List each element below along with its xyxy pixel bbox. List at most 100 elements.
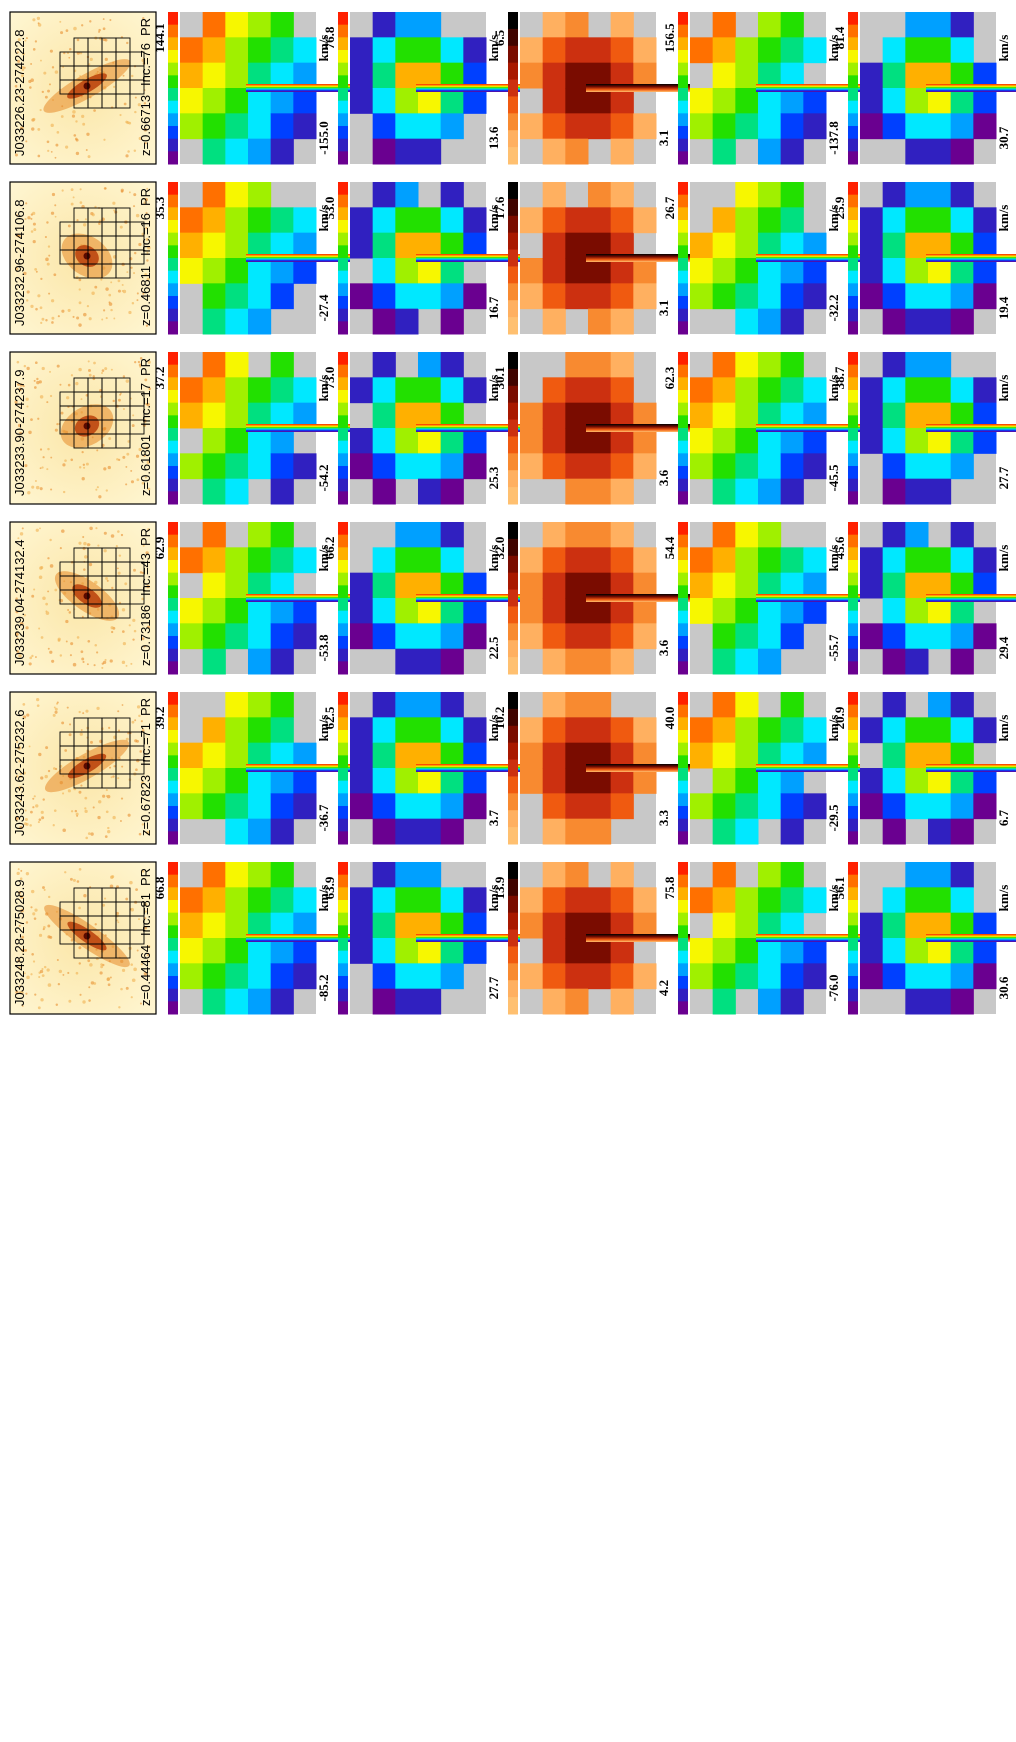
velocity-map-pixel xyxy=(225,37,249,64)
colorbar-segment xyxy=(508,997,518,1015)
velocity-map-pixel xyxy=(248,717,272,744)
dispersion-map-pixel xyxy=(928,283,952,310)
galaxy-row: J033226.23-274222.8 z=0.66713 Inc.=76 PR 144… xyxy=(9,11,1016,165)
dispersion-map-pixel xyxy=(395,138,419,165)
dispersion-map-pixel xyxy=(860,377,884,404)
dispersion-map-pixel xyxy=(950,308,974,335)
colorbar-segment xyxy=(678,976,688,990)
colorbar-max-label: 30.1 xyxy=(492,367,507,390)
colorbar-min-label: -36.7 xyxy=(316,804,331,832)
velocity-map-pixel xyxy=(180,113,204,140)
dispersion-map-pixel xyxy=(928,258,952,284)
colorbar-segment xyxy=(848,390,858,404)
flux-map-pixel xyxy=(565,522,589,548)
colorbar-segment xyxy=(848,623,858,637)
velocity-map-pixel xyxy=(758,113,782,140)
velocity-map-pixel xyxy=(270,742,294,769)
velocity-map-pixel xyxy=(803,377,827,404)
colorbar-segment xyxy=(678,453,688,467)
colorbar-segment xyxy=(848,572,858,586)
flux-map-pixel xyxy=(542,742,566,769)
velocity-map-pixel xyxy=(780,138,804,165)
colorbar-segment xyxy=(508,793,518,811)
colorbar-segment xyxy=(168,440,178,454)
colorbar-segment xyxy=(508,215,518,234)
velocity-map-pixel xyxy=(735,648,759,675)
flux-map-pixel xyxy=(542,522,566,548)
colorbar-segment xyxy=(338,742,348,756)
velocity-map-pixel xyxy=(202,62,226,89)
dispersion-map-pixel xyxy=(372,352,396,378)
flux-map-pixel xyxy=(520,207,544,234)
colorbar-max-label: 56.1 xyxy=(832,877,847,900)
velocity-map-pixel xyxy=(712,648,736,675)
flux-map-pixel xyxy=(588,547,612,574)
colorbar-min-label: 30.7 xyxy=(996,126,1011,149)
colorbar-segment xyxy=(168,976,178,990)
colorbar-segment xyxy=(168,636,178,650)
colorbar-segment xyxy=(338,466,348,480)
flux-map-pixel xyxy=(610,862,634,888)
colorbar-max-label: 32.0 xyxy=(492,537,507,560)
dispersion-map-pixel xyxy=(950,793,974,820)
dispersion-map-pixel xyxy=(418,988,442,1015)
velocity-map-panel: 39.2 -36.7 km/s xyxy=(152,692,398,845)
colorbar-segment xyxy=(338,572,348,586)
velocity-map-pixel xyxy=(780,623,804,650)
colorbar-segment xyxy=(848,491,858,505)
colorbar-segment xyxy=(848,245,858,259)
unit-label: km/s xyxy=(316,205,331,232)
velocity-map-pixel xyxy=(690,453,714,480)
dispersion-map-pixel xyxy=(440,768,464,794)
dispersion-map-pixel xyxy=(350,207,374,234)
colorbar-segment xyxy=(168,806,178,820)
dispersion-map-pixel xyxy=(350,88,374,114)
velocity-map-pixel xyxy=(758,717,782,744)
colorbar-segment xyxy=(338,793,348,807)
flux-map-pixel xyxy=(520,912,544,939)
flux-map-pixel xyxy=(565,352,589,378)
dispersion-map-pixel xyxy=(973,547,997,574)
dispersion-map-pixel xyxy=(418,938,442,964)
colorbar-segment xyxy=(848,207,858,221)
velocity-map-pixel xyxy=(202,428,226,454)
colorbar-segment xyxy=(338,308,348,322)
dispersion-map-pixel xyxy=(928,572,952,599)
colorbar-segment xyxy=(848,100,858,114)
dispersion-map-pixel xyxy=(905,572,929,599)
velocity-map-pixel xyxy=(758,522,782,548)
colorbar-max-label: 45.6 xyxy=(832,536,847,559)
velocity-map-pixel xyxy=(180,258,204,284)
dispersion-map-pixel xyxy=(418,598,442,624)
dispersion-map-pixel xyxy=(372,818,396,845)
flux-map-pixel xyxy=(588,308,612,335)
velocity-map-pixel xyxy=(293,768,317,794)
unit-label: km/s xyxy=(826,885,841,912)
dispersion-map-pixel xyxy=(395,988,419,1015)
flux-map-pixel xyxy=(565,547,589,574)
velocity-map-pixel xyxy=(248,12,272,38)
flux-map-pixel xyxy=(565,113,589,140)
velocity-map-pixel xyxy=(712,62,736,89)
dispersion-map-pixel xyxy=(928,88,952,114)
velocity-map-pixel xyxy=(248,258,272,284)
colorbar-segment xyxy=(508,606,518,624)
dispersion-map-pixel xyxy=(395,258,419,284)
colorbar-segment xyxy=(678,534,688,548)
dispersion-map-pixel xyxy=(882,62,906,89)
dispersion-map-pixel xyxy=(440,182,464,208)
colorbar-segment xyxy=(508,12,518,30)
velocity-map-pixel xyxy=(735,308,759,335)
flux-map-pixel xyxy=(542,793,566,820)
colorbar-segment xyxy=(508,266,518,284)
dispersion-map-pixel xyxy=(882,308,906,335)
velocity-map-pixel xyxy=(248,598,272,624)
dispersion-map-pixel xyxy=(440,428,464,454)
flux-map-pixel xyxy=(542,428,566,454)
colorbar-max-label: 73.0 xyxy=(322,367,337,390)
redshift-label: z=0.61801 xyxy=(138,435,153,496)
dispersion-map-pixel xyxy=(860,572,884,599)
velocity-map-pixel xyxy=(780,912,804,939)
velocity-map-pixel xyxy=(712,37,736,64)
colorbar-max-label: 75.8 xyxy=(662,876,677,899)
